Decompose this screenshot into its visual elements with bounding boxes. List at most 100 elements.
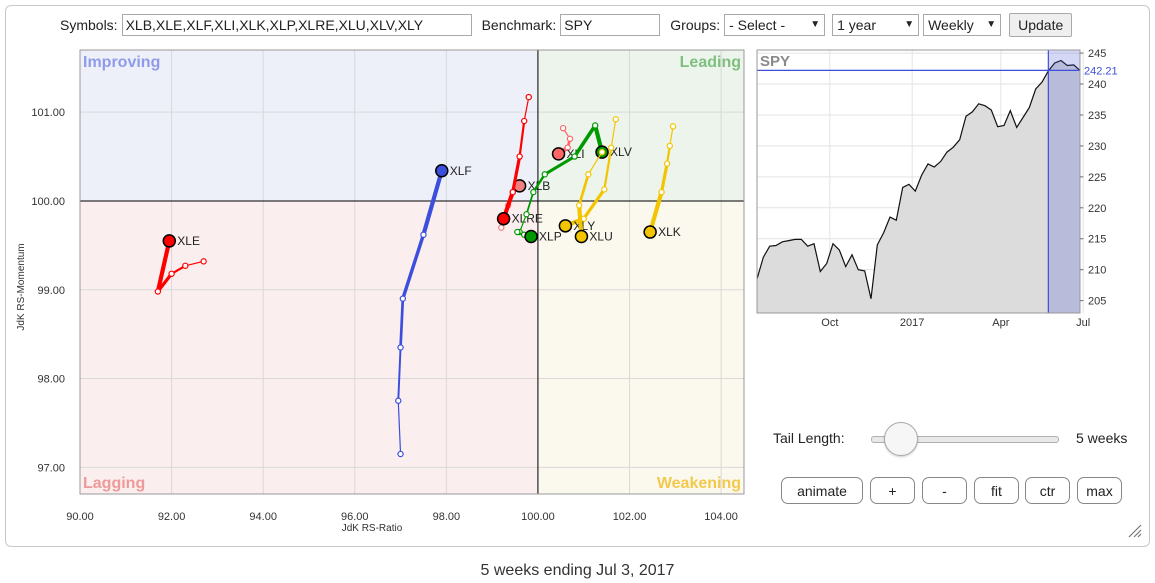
- quadrant-label-improving: Improving: [83, 54, 160, 71]
- groups-select-value: - Select -: [729, 17, 786, 33]
- head-point: [643, 225, 657, 239]
- max-button[interactable]: max: [1077, 477, 1122, 504]
- tail-segment: [399, 297, 405, 349]
- x-tick-label: 94.00: [249, 511, 277, 523]
- series-label: XLRE: [512, 212, 543, 226]
- x-tick-label: 104.00: [704, 511, 738, 523]
- tail-segment: [648, 189, 664, 235]
- spy-y-tick-label: 220: [1088, 203, 1106, 215]
- plot-border: [79, 49, 745, 495]
- tail-point: [658, 188, 665, 196]
- tail-segment: [603, 146, 613, 191]
- x-tick-label: 102.00: [613, 511, 647, 523]
- y-axis-label: JdK RS-Momentum: [16, 243, 27, 330]
- tail-segment: [518, 119, 526, 158]
- quadrant-label-leading: Leading: [680, 54, 741, 71]
- series-label: XLP: [539, 229, 562, 243]
- y-tick-label: 100.00: [31, 196, 65, 208]
- spy-x-tick-label: Oct: [821, 317, 838, 329]
- zoom-out-button[interactable]: -: [922, 477, 967, 504]
- tail-segment: [669, 125, 674, 147]
- quadrant-lagging: [80, 200, 538, 494]
- series-label: XLV: [610, 145, 632, 159]
- spy-x-tick-label: 2017: [900, 317, 924, 329]
- spy-y-tick-label: 230: [1088, 141, 1106, 153]
- quadrant-leading: [537, 50, 744, 201]
- tail-segment: [397, 400, 402, 455]
- benchmark-label: Benchmark:: [481, 17, 557, 33]
- tail-point: [516, 153, 523, 160]
- tail-segment: [659, 162, 669, 194]
- tail-point: [399, 295, 407, 302]
- resize-grip-icon[interactable]: [1126, 522, 1142, 538]
- tail-point: [612, 116, 619, 123]
- tail-segment: [421, 168, 444, 237]
- x-tick-label: 96.00: [341, 511, 369, 523]
- zoom-in-button[interactable]: +: [870, 477, 915, 504]
- series-label: XLF: [450, 164, 472, 178]
- tail-point: [564, 144, 571, 151]
- tail-point: [591, 122, 599, 129]
- series-label: XLU: [589, 229, 612, 243]
- tail-point: [566, 135, 574, 142]
- tail-segment: [401, 232, 426, 301]
- head-point: [524, 229, 538, 244]
- tail-length-slider[interactable]: [871, 436, 1059, 443]
- tail-point: [168, 270, 175, 277]
- series-xle: XLE: [154, 234, 207, 295]
- head-point: [574, 229, 589, 244]
- spy-x-tick-label: Apr: [992, 317, 1009, 329]
- animate-button[interactable]: animate: [781, 477, 863, 504]
- frequency-select[interactable]: Weekly ▼: [923, 14, 1002, 36]
- tail-length-slider-handle[interactable]: [884, 422, 918, 456]
- fit-button[interactable]: fit: [974, 477, 1019, 504]
- x-axis-label: JdK RS-Ratio: [342, 523, 403, 534]
- tail-point: [530, 188, 537, 196]
- tail-point: [608, 144, 615, 151]
- spy-y-tick-label: 240: [1088, 79, 1106, 91]
- tail-point: [669, 123, 677, 130]
- tail-point: [541, 171, 549, 178]
- x-tick-label: 100.00: [521, 511, 555, 523]
- tail-segment: [532, 173, 546, 194]
- period-select[interactable]: 1 year ▼: [832, 14, 920, 36]
- toolbar: Symbols: XLB,XLE,XLF,XLI,XLK,XLP,XLRE,XL…: [60, 12, 1073, 38]
- series-xlf: XLF: [395, 164, 472, 458]
- spy-y-tick-label: 215: [1088, 234, 1106, 246]
- tail-segment: [587, 151, 603, 175]
- x-tick-label: 92.00: [158, 511, 186, 523]
- spy-area: [757, 60, 1080, 313]
- tail-point: [514, 228, 521, 236]
- groups-select[interactable]: - Select - ▼: [724, 14, 826, 36]
- tail-segment: [572, 123, 597, 159]
- x-tick-label: 98.00: [433, 511, 461, 523]
- tail-point: [666, 142, 674, 150]
- series-xlp: XLP: [514, 228, 562, 244]
- benchmark-input[interactable]: SPY: [560, 14, 661, 36]
- frequency-select-value: Weekly: [928, 17, 974, 33]
- tail-segment: [511, 154, 522, 194]
- spy-chart-title: SPY: [760, 53, 790, 70]
- symbols-label: Symbols:: [60, 17, 118, 33]
- tail-point: [397, 450, 404, 458]
- spy-tail-highlight: [1048, 50, 1080, 313]
- rrg-chart: 90.00 92.00 94.00 96.00 98.00 100.00 102.00 104…: [16, 48, 1118, 534]
- spy-x-tick-label: Jul: [1076, 317, 1090, 329]
- quadrant-weakening: [537, 200, 744, 494]
- update-button[interactable]: Update: [1009, 13, 1073, 37]
- tail-point: [520, 117, 528, 125]
- y-tick-label: 97.00: [37, 462, 65, 474]
- center-button[interactable]: ctr: [1025, 477, 1070, 504]
- quadrant-improving: [80, 50, 538, 201]
- tail-segment: [523, 96, 530, 122]
- series-xlu: XLU: [574, 148, 613, 244]
- spy-y-tick-label: 205: [1088, 296, 1106, 308]
- spy-last-value-label: 242.21: [1084, 65, 1118, 77]
- groups-label: Groups:: [670, 17, 721, 33]
- tail-point: [585, 171, 592, 178]
- tail-point: [525, 93, 532, 101]
- spy-y-tick-label: 225: [1088, 172, 1106, 184]
- series-xlre: XLRE: [496, 93, 543, 226]
- symbols-input[interactable]: XLB,XLE,XLF,XLI,XLK,XLP,XLRE,XLU,XLV,XLY: [121, 14, 472, 36]
- tail-point: [571, 153, 578, 160]
